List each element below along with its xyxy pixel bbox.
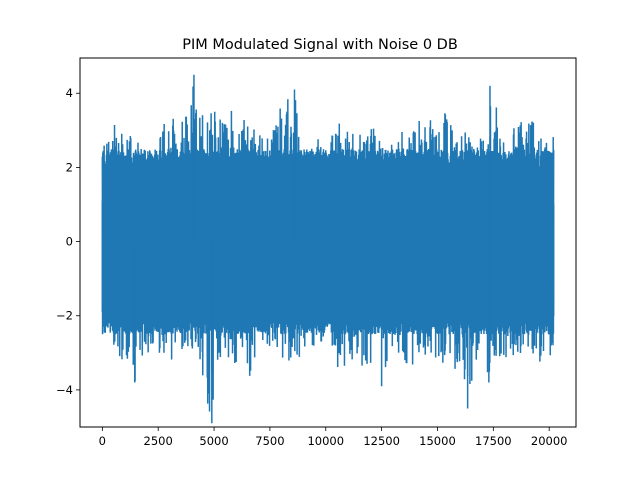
chart-title: PIM Modulated Signal with Noise 0 DB (182, 37, 458, 53)
x-tick-label: 2500 (144, 434, 173, 448)
x-tick-label: 12500 (363, 434, 400, 448)
series-layer (101, 74, 555, 424)
x-tick-label: 20000 (531, 434, 568, 448)
plot-frame (79, 57, 577, 428)
x-tick-label: 15000 (419, 434, 456, 448)
y-tick-label: 4 (66, 86, 73, 100)
x-tick-label: 5000 (199, 434, 228, 448)
y-tick-label: 0 (66, 235, 73, 249)
y-tick-label: −2 (56, 309, 73, 323)
x-tick-label: 10000 (307, 434, 344, 448)
y-tick-label: −4 (56, 383, 73, 397)
y-tick-label: 2 (66, 160, 73, 174)
x-tick-label: 17500 (475, 434, 512, 448)
y-axis: −4 −2 0 2 4 (56, 86, 80, 397)
x-axis: 0 2500 5000 7500 10000 12500 15000 17500 20000 (99, 427, 568, 448)
signal-line (101, 86, 555, 412)
x-tick-label: 7500 (255, 434, 284, 448)
x-tick-label: 0 (99, 434, 106, 448)
